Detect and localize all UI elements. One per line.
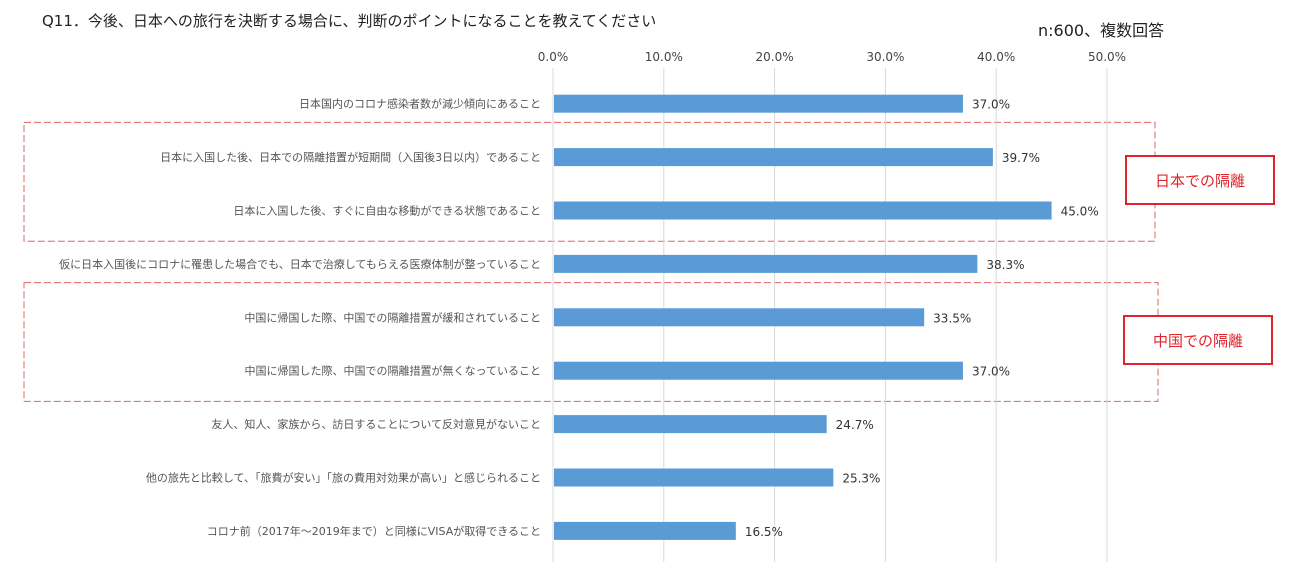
annotation-frame (23, 282, 1159, 402)
category-label: 日本国内のコロナ感染者数が減少傾向にあること (299, 97, 541, 111)
callout-japan-quarantine: 日本での隔離 (1125, 155, 1275, 205)
category-labels: 日本国内のコロナ感染者数が減少傾向にあること日本に入国した後、日本での隔離措置が… (59, 97, 541, 538)
data-label: 24.7% (836, 418, 874, 432)
bar (554, 415, 827, 434)
x-tick-label: 30.0% (866, 50, 904, 64)
data-label: 37.0% (972, 98, 1010, 112)
bar (554, 201, 1052, 220)
annotation-frame (23, 121, 1156, 242)
data-label: 38.3% (986, 258, 1024, 272)
bar (554, 361, 963, 380)
category-label: 他の旅先と比較して、「旅費が安い」「旅の費用対効果が高い」と感じられること (146, 471, 541, 485)
bar (554, 148, 993, 167)
x-tick-label: 0.0% (538, 50, 569, 64)
x-tick-label: 40.0% (977, 50, 1015, 64)
data-label: 16.5% (745, 525, 783, 539)
x-tick-label: 10.0% (645, 50, 683, 64)
data-label: 33.5% (933, 311, 971, 325)
data-label: 25.3% (842, 472, 880, 486)
category-label: 友人、知人、家族から、訪日することについて反対意見がないこと (211, 417, 541, 431)
data-label: 45.0% (1061, 205, 1099, 219)
category-label: コロナ前（2017年～2019年まで）と同様にVISAが取得できること (207, 524, 541, 538)
bar (554, 468, 834, 487)
bars (554, 94, 1052, 540)
sample-size-note: n:600、複数回答 (1038, 21, 1165, 40)
x-axis-ticks: 0.0% 10.0% 20.0% 30.0% 40.0% 50.0% (538, 50, 1126, 64)
chart-title: Q11．今後、日本への旅行を決断する場合に、判断のポイントになることを教えてくだ… (42, 12, 657, 30)
category-label: 中国に帰国した際、中国での隔離措置が緩和されていること (244, 310, 541, 324)
callout-china-quarantine: 中国での隔離 (1123, 315, 1273, 365)
x-tick-label: 20.0% (756, 50, 794, 64)
category-label: 日本に入国した後、すぐに自由な移動ができる状態であること (233, 204, 541, 218)
data-label: 39.7% (1002, 151, 1040, 165)
x-tick-label: 50.0% (1088, 50, 1126, 64)
bar (554, 254, 978, 273)
category-label: 日本に入国した後、日本での隔離措置が短期間（入国後3日以内）であること (160, 150, 541, 164)
bar (554, 308, 925, 327)
category-label: 中国に帰国した際、中国での隔離措置が無くなっていること (245, 364, 541, 378)
bar (554, 521, 736, 540)
data-labels: 37.0% 39.7% 45.0% 38.3% 33.5% 37.0% 24.7% 25.3%… (745, 98, 1099, 539)
data-label: 37.0% (972, 365, 1010, 379)
bar (554, 94, 963, 113)
category-label: 仮に日本入国後にコロナに罹患した場合でも、日本で治療してもらえる医療体制が整って… (59, 257, 541, 271)
